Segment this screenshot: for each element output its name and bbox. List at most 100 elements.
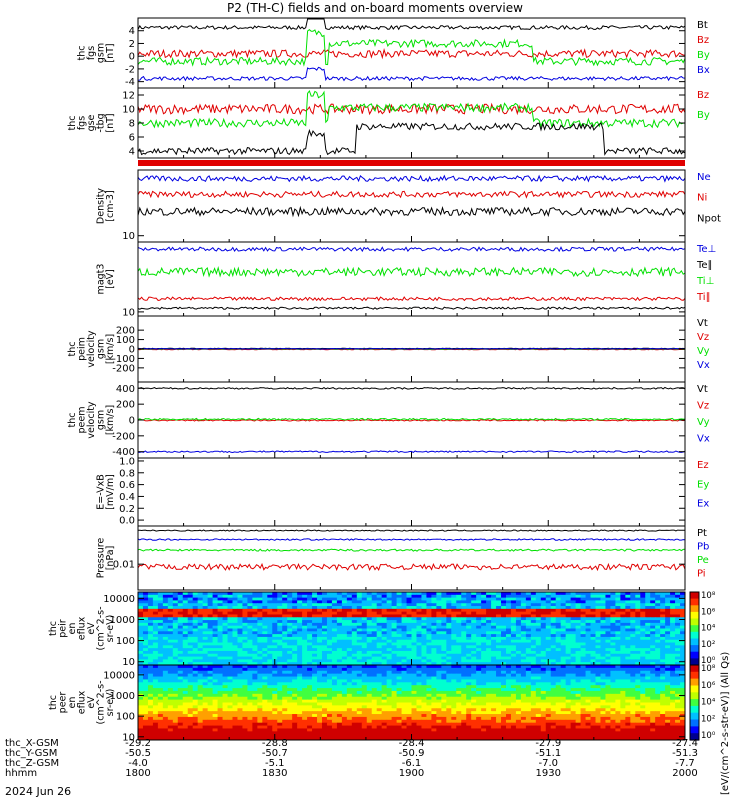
ephem-label-3: hhmm <box>5 768 37 779</box>
legend-peim_velocity-0: Vt <box>697 318 708 329</box>
quality-flag-bar <box>138 160 685 166</box>
panel-frame <box>138 458 685 526</box>
series-line-temperature-3 <box>138 297 685 300</box>
legend-density-1: Ni <box>697 193 707 204</box>
colorbar-tick-0-3: 10² <box>701 640 715 650</box>
series-line-peem_velocity-0 <box>138 388 685 390</box>
legend-temperature-3: Ti∥ <box>696 292 711 303</box>
legend-peem_velocity-0: Vt <box>697 384 708 395</box>
ylabel-peir_eflux: thcpeirenefluxeV(cm^2-s-sr-eV) <box>48 607 116 651</box>
legend-efield-1: Ey <box>697 479 709 490</box>
series-line-pressure-2 <box>138 549 685 551</box>
panel-frame <box>138 170 685 242</box>
series-line-peim_velocity-3 <box>138 349 685 350</box>
series-line-fgs_gsm-0 <box>138 19 685 30</box>
ytick-density-0: 10 <box>122 231 135 242</box>
colorbar-label: [eV/(cm^2-s-str-eV)] (All Qs) <box>720 652 731 795</box>
ylabel-temperature: magt3[eV] <box>96 264 117 295</box>
ytick-efield-5: 0.0 <box>119 516 135 527</box>
ytick-temperature-0: 10 <box>122 307 135 318</box>
legend-efield-2: Ex <box>697 499 709 510</box>
series-line-pressure-1 <box>138 539 685 541</box>
series-line-density-0 <box>138 176 685 182</box>
series-line-temperature-1 <box>138 307 685 309</box>
colorbar-tick-0-2: 10⁴ <box>701 624 716 634</box>
ylabel-peer_eflux: thcpeerenefluxeV(cm^2-s-sr-eV) <box>48 681 116 725</box>
legend-peem_velocity-1: Vz <box>697 401 709 412</box>
series-line-density-1 <box>138 191 685 197</box>
series-line-pressure-0 <box>138 530 685 531</box>
legend-density-0: Ne <box>697 172 711 183</box>
colorbar-tick-1-0: 10⁸ <box>701 664 716 674</box>
panel-peim_velocity: VtVzVyVx2001000-100-200thcpeimvelocitygs… <box>67 316 710 382</box>
ylabel-pressure: Pressure[nPa] <box>96 538 117 579</box>
ylabel-fgs_gse: thcfgsgse-tbg[nT] <box>67 113 116 132</box>
legend-fgs_gsm-0: Bt <box>697 20 708 31</box>
legend-peim_velocity-1: Vz <box>697 332 709 343</box>
legend-pressure-2: Pe <box>697 555 709 566</box>
legend-pressure-3: Pi <box>697 569 706 580</box>
panel-frame <box>138 526 685 590</box>
ytick-peem_velocity-1: 200 <box>116 400 135 411</box>
ytick-efield-4: 0.2 <box>119 504 135 515</box>
date-label: 2024 Jun 26 <box>5 785 71 798</box>
legend-peem_velocity-3: Vx <box>697 434 710 445</box>
ytick-pressure-0: 0.01 <box>113 560 135 571</box>
ephem-value-1-3: 1830 <box>262 768 287 779</box>
ytick-peir_eflux-3: 10 <box>122 657 135 668</box>
ephem-value-4-3: 2000 <box>672 768 697 779</box>
ytick-fgs_gsm-3: -2 <box>125 64 135 75</box>
series-line-density-2 <box>138 208 685 216</box>
ytick-fgs_gse-4: 4 <box>129 147 135 158</box>
legend-temperature-2: Ti⊥ <box>696 276 714 287</box>
legend-fgs_gse-0: Bz <box>697 90 709 101</box>
panel-peir_eflux: 10000100010010thcpeirenefluxeV(cm^2-s-sr… <box>48 592 686 668</box>
series-line-fgs_gsm-3 <box>138 67 685 80</box>
ytick-peer_eflux-0: 10000 <box>103 670 135 681</box>
ephem-value-0-3: 1800 <box>125 768 150 779</box>
series-line-peem_velocity-2 <box>138 418 685 420</box>
ytick-fgs_gsm-4: -4 <box>125 77 135 88</box>
legend-pressure-1: Pb <box>697 542 709 553</box>
colorbar-tick-0-0: 10⁸ <box>701 591 716 601</box>
legend-peim_velocity-2: Vy <box>697 346 710 357</box>
ylabel-fgs_gsm: thcfgsgsm[nT] <box>77 43 117 63</box>
legend-pressure-0: Pt <box>697 528 707 539</box>
ytick-fgs_gse-0: 12 <box>122 91 135 102</box>
ephem-value-2-3: 1900 <box>399 768 424 779</box>
ytick-efield-2: 0.6 <box>119 480 135 491</box>
legend-fgs_gsm-3: Bx <box>697 65 710 76</box>
plot-title: P2 (TH-C) fields and on-board moments ov… <box>227 1 523 15</box>
panel-peer_eflux: 10000100010010thcpeerenefluxeV(cm^2-s-sr… <box>48 665 686 743</box>
panel-peem_velocity: VtVzVyVx4002000-200-400thcpeemvelocitygs… <box>67 382 710 458</box>
ylabel-efield: E=-VxB[mV/m] <box>96 474 117 510</box>
ytick-peer_eflux-2: 100 <box>116 712 135 723</box>
series-line-fgs_gse-2 <box>138 123 685 154</box>
ephem-value-3-3: 1930 <box>536 768 561 779</box>
legend-peim_velocity-3: Vx <box>697 360 710 371</box>
ytick-fgs_gse-1: 10 <box>122 105 135 116</box>
ytick-peir_eflux-0: 10000 <box>103 594 135 605</box>
ytick-fgs_gse-3: 6 <box>129 133 135 144</box>
colorbar-tick-0-1: 10⁶ <box>701 607 716 617</box>
colorbar-tick-1-2: 10⁴ <box>701 698 716 708</box>
series-line-temperature-0 <box>138 247 685 251</box>
ytick-peem_velocity-0: 400 <box>116 384 135 395</box>
ylabel-peim_velocity: thcpeimvelocitygsm[km/s] <box>67 330 116 368</box>
ytick-fgs_gse-2: 8 <box>129 119 135 130</box>
series-line-fgs_gsm-1 <box>138 50 685 58</box>
ytick-efield-3: 0.4 <box>119 492 135 503</box>
ytick-peem_velocity-2: 0 <box>129 416 135 427</box>
colorbar-tick-1-4: 10⁰ <box>701 731 716 741</box>
legend-peem_velocity-2: Vy <box>697 417 710 428</box>
legend-efield-0: Ez <box>697 460 709 471</box>
colorbar-tick-1-1: 10⁶ <box>701 681 716 691</box>
ylabel-density: Density[cm-3] <box>96 188 117 224</box>
ytick-fgs_gsm-0: 4 <box>129 26 135 37</box>
